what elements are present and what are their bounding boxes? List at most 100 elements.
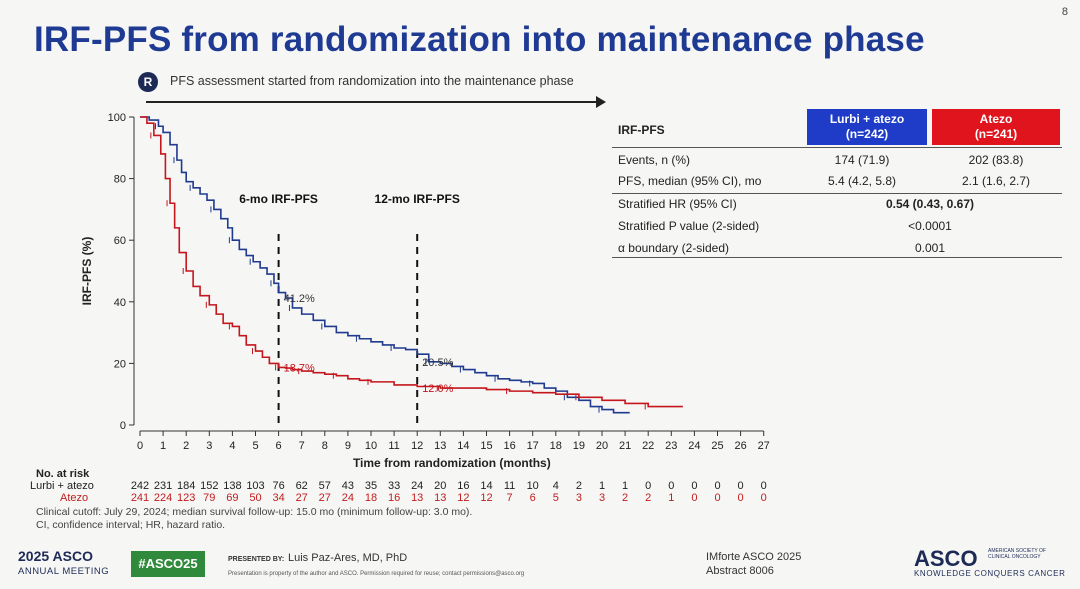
x-tick-label: 7: [299, 440, 305, 452]
x-tick-label: 23: [665, 440, 677, 452]
x-tick-label: 20: [596, 440, 608, 452]
at-risk-value: 0: [760, 492, 767, 504]
table-row: α boundary (2-sided) 0.001: [612, 237, 1062, 259]
at-risk-value: 0: [714, 480, 721, 492]
at-risk-value: 123: [177, 492, 196, 504]
col2-n: (n=241): [974, 127, 1018, 141]
column-header-lurbi: Lurbi + atezo (n=242): [807, 109, 927, 145]
at-risk-value: 138: [223, 480, 242, 492]
data-label: 12.0%: [422, 383, 453, 395]
x-tick-label: 9: [345, 440, 351, 452]
x-tick-label: 6: [276, 440, 282, 452]
asco-tagline: KNOWLEDGE CONQUERS CANCER: [914, 569, 1066, 578]
banner-text: PFS assessment started from randomizatio…: [170, 74, 574, 88]
row-value-merged: <0.0001: [908, 219, 952, 233]
row-value-merged: 0.001: [914, 241, 946, 255]
asco-logo: ASCO: [914, 546, 978, 571]
x-tick-label: 21: [619, 440, 631, 452]
y-tick-label: 20: [114, 358, 126, 370]
at-risk-value: 62: [295, 480, 308, 492]
at-risk-value: 0: [760, 480, 767, 492]
at-risk-value: 1: [668, 492, 675, 504]
row-label: Events, n (%): [618, 153, 691, 167]
x-tick-label: 4: [229, 440, 235, 452]
asco-logo-side: AMERICAN SOCIETY OF CLINICAL ONCOLOGY: [988, 548, 1046, 560]
at-risk-value: 103: [246, 480, 265, 492]
at-risk-value: 76: [272, 480, 285, 492]
at-risk-value: 152: [200, 480, 219, 492]
at-risk-value: 11: [503, 480, 516, 492]
at-risk-value: 79: [203, 492, 216, 504]
at-risk-value: 0: [737, 480, 744, 492]
at-risk-value: 16: [387, 492, 401, 504]
x-tick-label: 27: [758, 440, 770, 452]
hashtag-badge: #ASCO25: [131, 551, 205, 577]
at-risk-value: 34: [272, 492, 285, 504]
x-tick-label: 14: [457, 440, 469, 452]
at-risk-value: 16: [457, 480, 470, 492]
x-tick-label: 18: [550, 440, 562, 452]
table-row: PFS, median (95% CI), mo 5.4 (4.2, 5.8) …: [612, 170, 1062, 192]
x-tick-label: 25: [711, 440, 723, 452]
page-number: 8: [1061, 6, 1068, 18]
meeting-name: 2025 ASCO: [18, 548, 93, 564]
data-label: 20.5%: [422, 357, 453, 369]
at-risk-value: 4: [552, 480, 559, 492]
at-risk-value: 24: [341, 492, 355, 504]
data-label: 41.2%: [284, 293, 315, 305]
at-risk-value: 2: [622, 492, 629, 504]
presented-by-label: PRESENTED BY:: [228, 556, 285, 563]
at-risk-label-lurbi: Lurbi + atezo: [30, 480, 94, 492]
at-risk-value: 2: [575, 480, 582, 492]
x-tick-label: 2: [183, 440, 189, 452]
at-risk-value: 43: [341, 480, 355, 492]
trial-ref: IMforte ASCO 2025: [706, 551, 802, 563]
row-value-lurbi: 5.4 (4.2, 5.8): [827, 174, 897, 188]
at-risk-value: 12: [457, 492, 470, 504]
x-tick-label: 10: [365, 440, 377, 452]
at-risk-value: 33: [387, 480, 401, 492]
at-risk-value: 27: [318, 492, 331, 504]
at-risk-value: 1: [598, 480, 606, 492]
x-tick-label: 19: [573, 440, 585, 452]
at-risk-value: 5: [552, 492, 559, 504]
at-risk-value: 184: [177, 480, 196, 492]
at-risk-value: 231: [153, 480, 173, 492]
x-axis-label: Time from randomization (months): [353, 456, 551, 470]
slide-title: IRF-PFS from randomization into maintena…: [34, 20, 925, 59]
column-header-atezo: Atezo (n=241): [932, 109, 1060, 145]
data-label: 18.7%: [284, 362, 315, 374]
at-risk-value: 0: [691, 492, 698, 504]
at-risk-value: 14: [480, 480, 493, 492]
divider: [612, 193, 1062, 194]
table-header-label: IRF-PFS: [618, 123, 665, 137]
at-risk-value: 224: [153, 492, 173, 504]
at-risk-value: 12: [480, 492, 493, 504]
row-value-atezo: 202 (83.8): [968, 153, 1024, 167]
row-label: Stratified P value (2-sided): [618, 219, 760, 233]
at-risk-value: 0: [691, 480, 698, 492]
at-risk-value: 0: [668, 480, 675, 492]
row-label: α boundary (2-sided): [618, 241, 729, 255]
at-risk-value: 242: [130, 480, 150, 492]
at-risk-value: 2: [645, 492, 652, 504]
x-tick-label: 11: [388, 440, 399, 452]
row-value-atezo: 2.1 (1.6, 2.7): [961, 174, 1031, 188]
x-tick-label: 22: [642, 440, 654, 452]
at-risk-value: 13: [411, 492, 424, 504]
at-risk-value: 241: [130, 492, 150, 504]
at-risk-label-atezo: Atezo: [60, 492, 89, 504]
arrow-head-icon: [596, 96, 606, 108]
divider: [612, 257, 1062, 258]
x-tick-label: 13: [434, 440, 446, 452]
at-risk-value: 69: [226, 492, 239, 504]
at-risk-value: 18: [364, 492, 378, 504]
at-risk-value: 57: [318, 480, 331, 492]
meeting-sub: ANNUAL MEETING: [18, 566, 110, 577]
at-risk-value: 0: [737, 492, 744, 504]
x-tick-label: 16: [503, 440, 515, 452]
y-tick-label: 40: [114, 297, 126, 309]
landmark-label: 6-mo IRF-PFS: [239, 192, 318, 206]
x-tick-label: 3: [206, 440, 212, 452]
